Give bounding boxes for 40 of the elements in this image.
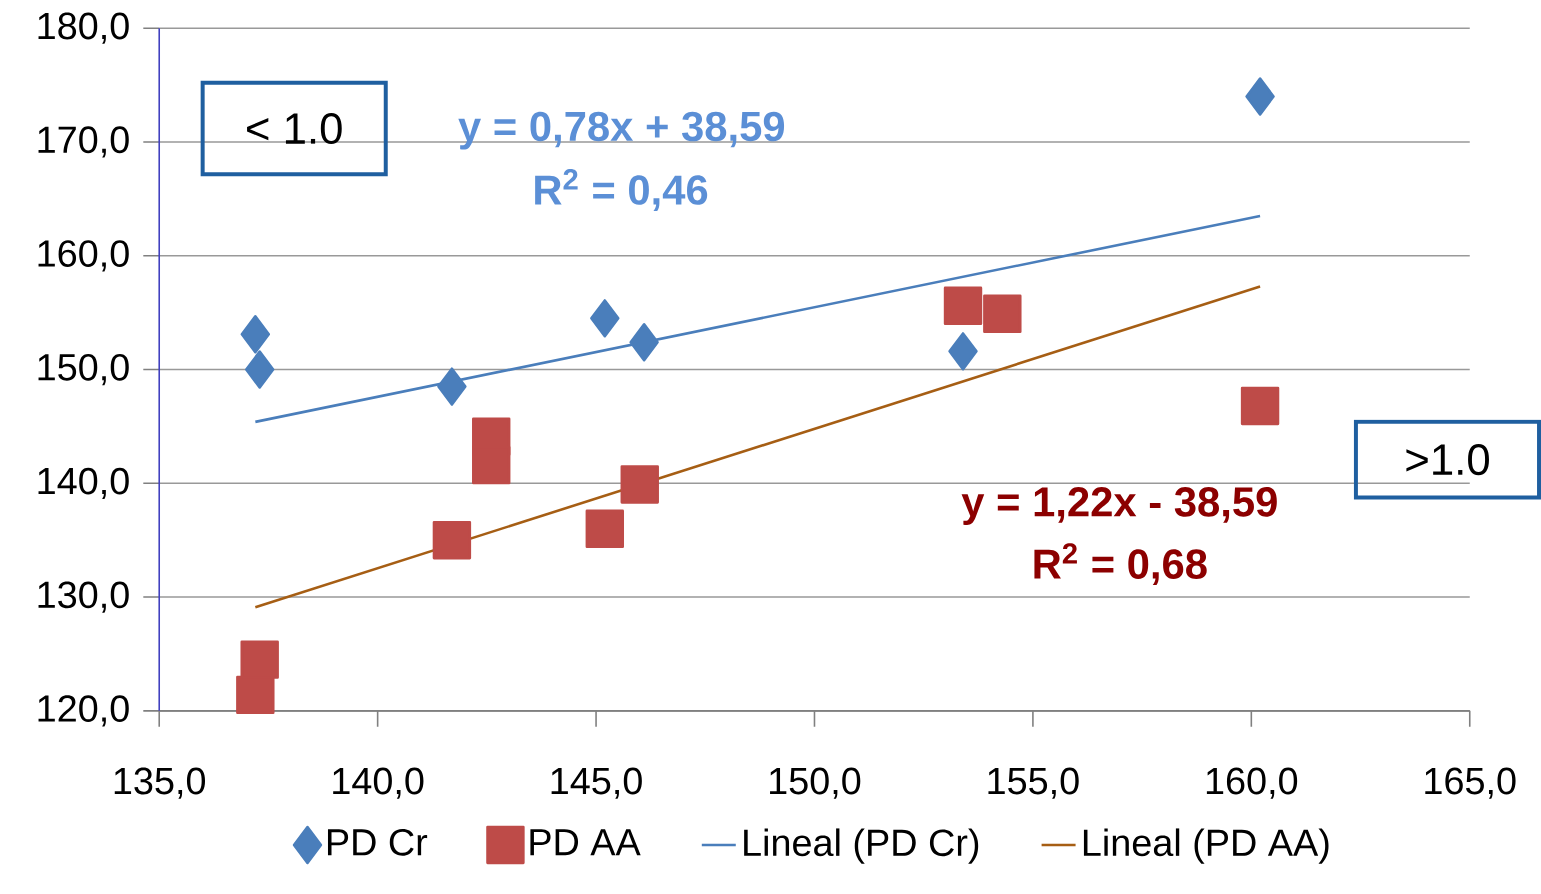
annotation: y = 0,78x + 38,59 (458, 111, 785, 150)
y-tick-label: 150,0 (38, 353, 129, 386)
y-tick-label: 140,0 (38, 467, 129, 499)
point (943, 286, 983, 326)
annotation: < 1.0 (247, 113, 342, 145)
point (244, 350, 275, 389)
x-tick-label: 165,0 (1425, 767, 1516, 799)
point (240, 640, 279, 679)
point (240, 315, 271, 354)
point (585, 509, 625, 549)
annotation: R$^{2}$ = 0,68 (1034, 543, 1207, 586)
point (437, 367, 467, 406)
y-tick-label: 160,0 (38, 240, 129, 272)
point (236, 675, 275, 715)
legend-label: PD AA (530, 829, 641, 856)
point (1240, 386, 1280, 426)
annotation: y = 1,22x - 38,59 (961, 487, 1277, 526)
point (948, 332, 978, 371)
x-tick-label: 145,0 (551, 767, 642, 799)
point (472, 445, 511, 485)
point (983, 294, 1022, 334)
point (590, 299, 620, 338)
annotation: R$^{2}$ = 0,46 (535, 169, 708, 211)
legend-label: PD Cr (327, 828, 428, 856)
legend-label: Lineal (PD AA) (1083, 828, 1329, 864)
point (1245, 77, 1275, 116)
x-tick-label: 160,0 (1206, 767, 1298, 799)
x-tick-label: 155,0 (988, 767, 1079, 799)
x-tick-label: 150,0 (770, 767, 861, 799)
y-tick-label: 180,0 (38, 12, 129, 44)
point (432, 521, 472, 560)
legend-label: Lineal (PD Cr) (744, 828, 979, 864)
point (620, 465, 659, 504)
y-tick-label: 130,0 (38, 581, 129, 613)
x-tick-label: 135,0 (114, 767, 206, 799)
point (629, 323, 659, 362)
y-tick-label: 120,0 (38, 695, 129, 727)
y-tick-label: 170,0 (38, 126, 129, 158)
x-tick-label: 140,0 (333, 767, 424, 799)
annotation: >1.0 (1406, 444, 1489, 476)
